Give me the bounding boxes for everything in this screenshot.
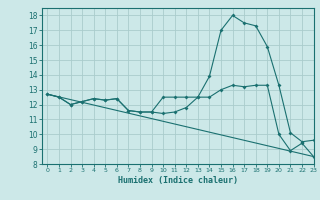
X-axis label: Humidex (Indice chaleur): Humidex (Indice chaleur) xyxy=(118,176,237,185)
